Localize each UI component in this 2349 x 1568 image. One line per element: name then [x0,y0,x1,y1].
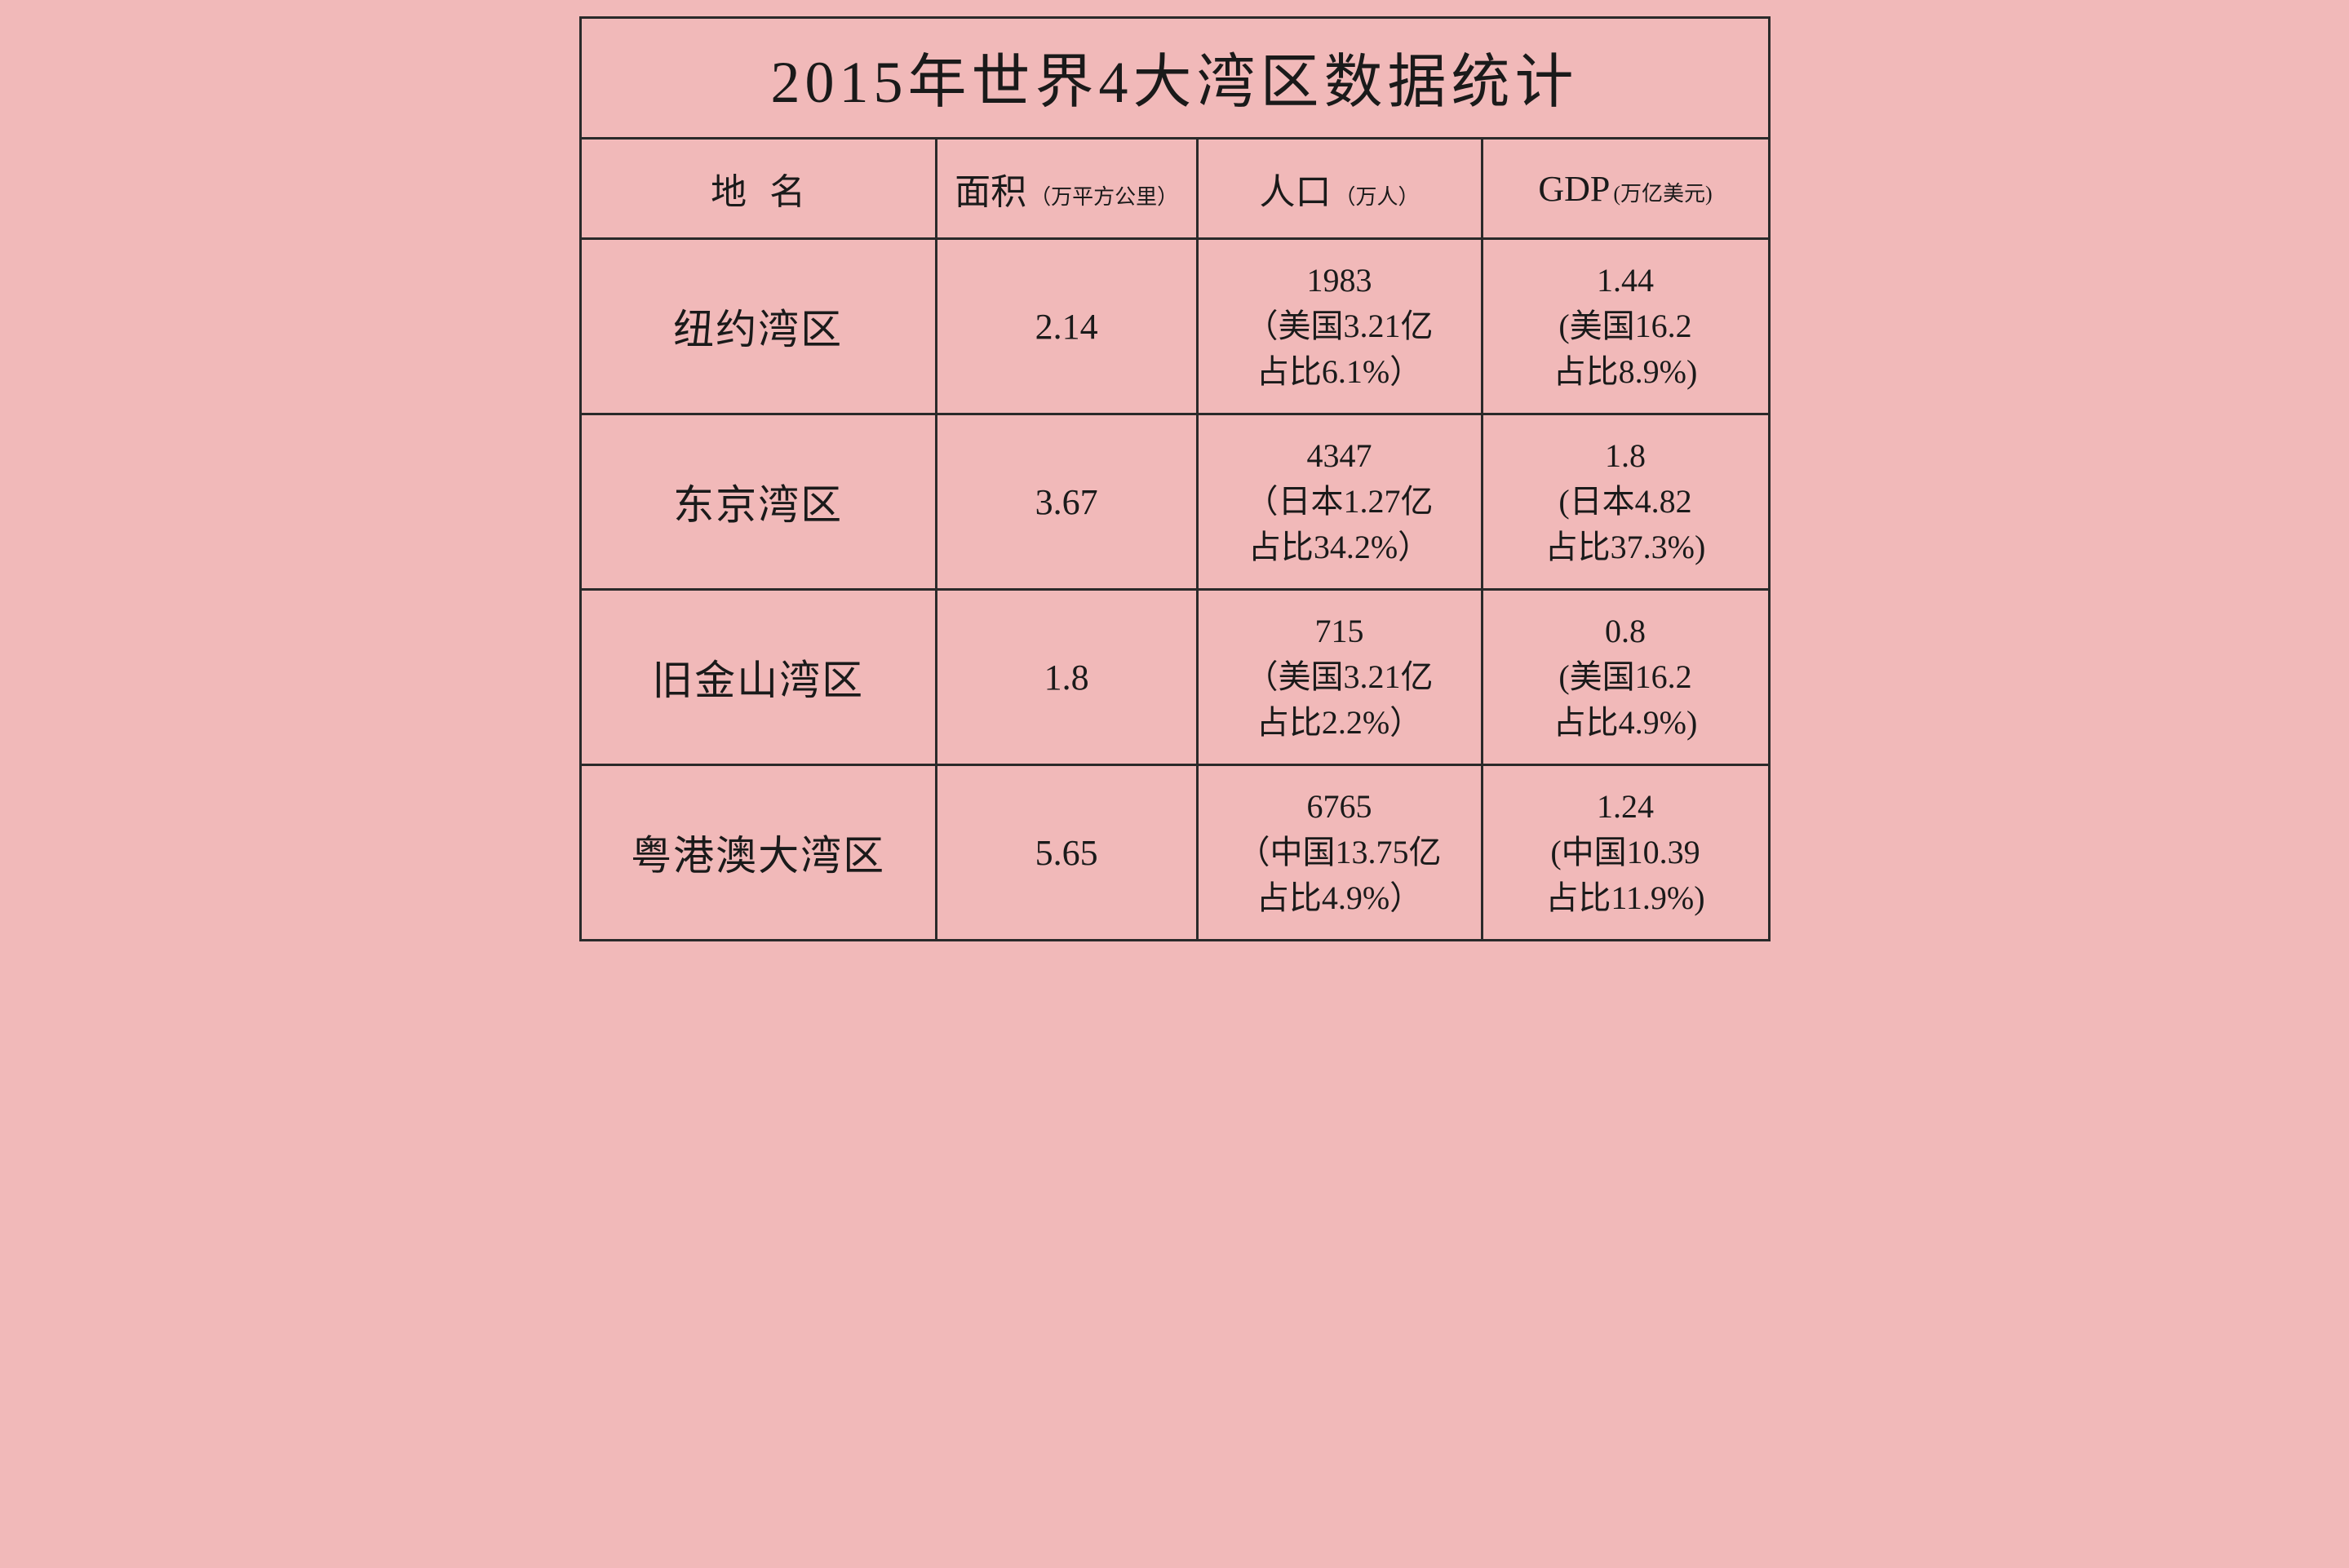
area-text: 5.65 [1035,832,1098,874]
cell-pop: 1983 （美国3.21亿 占比6.1%） [1199,240,1483,413]
header-name: 地名 [582,140,937,237]
gdp-line1: 1.8 [1545,433,1706,479]
gdp-line2: (美国16.2 [1553,303,1698,349]
table-header-row: 地名 面积（万平方公里） 人口（万人） GDP(万亿美元) [582,140,1768,240]
area-text: 2.14 [1035,306,1098,348]
gdp-line2: (中国10.39 [1545,830,1704,875]
header-pop: 人口（万人） [1199,140,1483,237]
pop-line1: 6765 [1238,784,1442,830]
gdp-line1: 1.44 [1553,258,1698,303]
cell-gdp: 1.24 (中国10.39 占比11.9%) [1483,766,1768,939]
area-text: 1.8 [1044,657,1089,698]
pop-line3: 占比6.1%） [1246,349,1434,395]
pop-line1: 4347 [1246,433,1434,479]
name-text: 粤港澳大湾区 [631,823,885,882]
pop-line3: 占比2.2%） [1246,700,1434,746]
header-area: 面积（万平方公里） [937,140,1199,237]
header-gdp-sub: (万亿美元) [1613,182,1712,206]
table-row: 旧金山湾区 1.8 715 （美国3.21亿 占比2.2%） 0.8 (美国16… [582,591,1768,766]
cell-area: 2.14 [937,240,1199,413]
gdp-line3: 占比8.9%) [1553,349,1698,395]
table-title: 2015年世界4大湾区数据统计 [582,19,1768,140]
cell-area: 3.67 [937,415,1199,588]
pop-line3: 占比34.2%） [1246,525,1434,570]
header-pop-label: 人口 [1260,172,1332,212]
pop-line3: 占比4.9%） [1238,875,1442,921]
gdp-line3: 占比37.3%) [1545,525,1706,570]
gdp-line3: 占比11.9%) [1545,875,1704,921]
pop-line2: （美国3.21亿 [1246,654,1434,700]
cell-gdp: 1.8 (日本4.82 占比37.3%) [1483,415,1768,588]
gdp-line2: (日本4.82 [1545,479,1706,525]
header-gdp-label: GDP [1538,169,1610,209]
table-row: 纽约湾区 2.14 1983 （美国3.21亿 占比6.1%） 1.44 (美国… [582,240,1768,415]
cell-pop: 4347 （日本1.27亿 占比34.2%） [1199,415,1483,588]
header-area-label: 面积 [955,172,1026,212]
cell-pop: 715 （美国3.21亿 占比2.2%） [1199,591,1483,764]
pop-line1: 1983 [1246,258,1434,303]
gdp-line1: 0.8 [1553,609,1698,654]
pop-line2: （日本1.27亿 [1246,479,1434,525]
gdp-line3: 占比4.9%) [1553,700,1698,746]
header-pop-sub: （万人） [1335,185,1420,209]
cell-pop: 6765 （中国13.75亿 占比4.9%） [1199,766,1483,939]
cell-gdp: 1.44 (美国16.2 占比8.9%) [1483,240,1768,413]
header-name-label: 地名 [688,162,828,215]
pop-line1: 715 [1246,609,1434,654]
gdp-line1: 1.24 [1545,784,1704,830]
name-text: 旧金山湾区 [652,648,864,706]
bay-area-stats-table: 2015年世界4大湾区数据统计 地名 面积（万平方公里） 人口（万人） GDP(… [579,16,1771,941]
name-text: 纽约湾区 [673,297,843,356]
cell-name: 纽约湾区 [582,240,937,413]
name-text: 东京湾区 [673,472,843,531]
cell-name: 粤港澳大湾区 [582,766,937,939]
header-area-sub: （万平方公里） [1030,185,1178,209]
cell-area: 1.8 [937,591,1199,764]
pop-line2: （中国13.75亿 [1238,830,1442,875]
cell-gdp: 0.8 (美国16.2 占比4.9%) [1483,591,1768,764]
table-row: 粤港澳大湾区 5.65 6765 （中国13.75亿 占比4.9%） 1.24 … [582,766,1768,939]
area-text: 3.67 [1035,481,1098,523]
gdp-line2: (美国16.2 [1553,654,1698,700]
header-gdp: GDP(万亿美元) [1483,140,1768,237]
cell-name: 东京湾区 [582,415,937,588]
table-row: 东京湾区 3.67 4347 （日本1.27亿 占比34.2%） 1.8 (日本… [582,415,1768,591]
pop-line2: （美国3.21亿 [1246,303,1434,349]
cell-name: 旧金山湾区 [582,591,937,764]
cell-area: 5.65 [937,766,1199,939]
